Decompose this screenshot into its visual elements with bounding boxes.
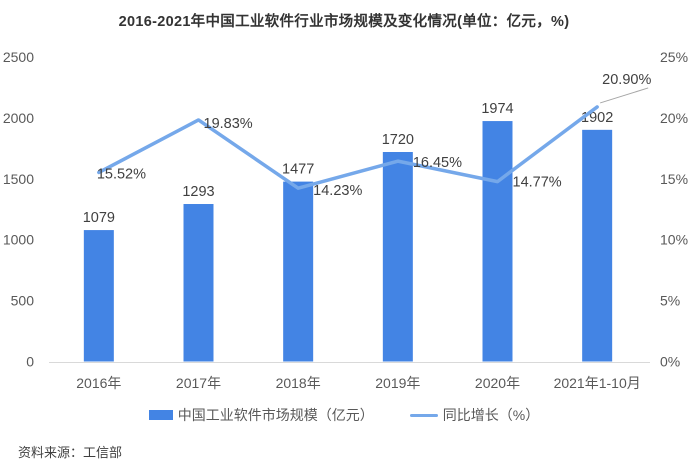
line-label: 14.23% [313, 183, 362, 199]
bar-2016年 [83, 230, 114, 362]
x-tick-label: 2016年 [76, 375, 121, 391]
y-axis-right-tick: 10% [660, 232, 688, 248]
bar-label: 1477 [282, 162, 314, 178]
bar-label: 1902 [581, 110, 613, 126]
line-label: 20.90% [602, 72, 651, 88]
y-axis-right-tick: 0% [660, 354, 680, 370]
growth-line [97, 105, 599, 190]
legend-item-line: 同比增长（%） [409, 405, 540, 425]
x-tick-label: 2019年 [375, 375, 420, 391]
bar-2018年 [283, 181, 314, 362]
bar-2017年 [183, 204, 214, 362]
source-note: 资料来源：工信部 [18, 445, 123, 460]
legend-item-bar: 中国工业软件市场规模（亿元） [148, 405, 374, 425]
bar-2021年1-10月 [582, 129, 613, 362]
bar-2020年 [482, 121, 513, 362]
y-axis-right-tick: 20% [660, 110, 688, 126]
x-tick-label: 2020年 [475, 375, 520, 391]
bar-2019年 [382, 152, 413, 362]
line-label: 16.45% [413, 155, 462, 171]
chart-title: 2016-2021年中国工业软件行业市场规模及变化情况(单位：亿元，%) [118, 14, 570, 30]
y-axis-left-tick: 2000 [3, 110, 34, 126]
y-axis-right-tick: 25% [660, 49, 688, 65]
bar-label: 1720 [382, 132, 414, 148]
line-label: 14.77% [513, 175, 562, 191]
legend-bar-label: 中国工业软件市场规模（亿元） [177, 407, 374, 423]
legend-line-label: 同比增长（%） [442, 407, 540, 423]
y-axis-left-tick: 0 [26, 354, 34, 370]
x-tick-label: 2018年 [276, 375, 321, 391]
y-axis-left-tick: 500 [11, 293, 35, 309]
bar-label: 1293 [182, 184, 214, 200]
legend-bar-swatch [148, 410, 173, 420]
line-label: 19.83% [204, 116, 253, 132]
y-axis-right-tick: 15% [660, 171, 688, 187]
y-axis-left-tick: 2500 [3, 49, 34, 65]
y-axis-left-tick: 1500 [3, 171, 34, 187]
bar-label: 1974 [481, 101, 513, 117]
legend-line-swatch [409, 413, 438, 417]
x-tick-label: 2017年 [176, 375, 221, 391]
x-tick-label: 2021年1-10月 [554, 375, 641, 391]
chart-legend: 中国工业软件市场规模（亿元） 同比增长（%） [0, 405, 688, 425]
label-leader-line [600, 87, 649, 104]
bar-label: 1079 [83, 210, 115, 226]
y-axis-right-tick: 5% [660, 293, 680, 309]
y-axis-left-tick: 1000 [3, 232, 34, 248]
line-label: 15.52% [97, 166, 146, 182]
